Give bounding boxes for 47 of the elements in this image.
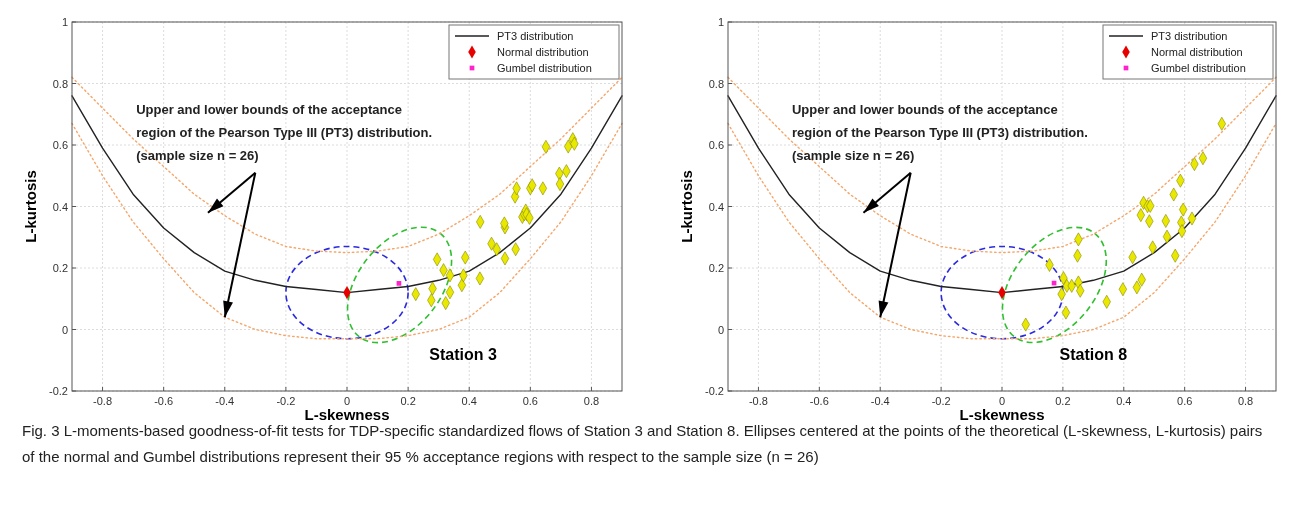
x-tick-label: -0.8: [748, 395, 768, 407]
x-tick-label: -0.6: [809, 395, 829, 407]
x-tick-label: 0.6: [522, 395, 538, 407]
x-tick-label: 0.8: [583, 395, 600, 407]
x-tick-label: -0.2: [931, 395, 951, 407]
annotation: Station 3: [429, 346, 497, 364]
x-tick-label: 0.2: [400, 395, 416, 407]
x-tick-label: 0: [998, 395, 1006, 407]
y-tick-label: 0.4: [708, 200, 724, 213]
y-tick-label: -0.2: [705, 385, 724, 397]
annotation: Station 8: [1059, 346, 1128, 364]
x-tick-label: 0.4: [1116, 395, 1132, 407]
annotation: Upper and lower bounds of the acceptance region of the Pearson Type III (PT3) distribution. (sample size n = 26): [136, 102, 433, 164]
x-axis-title: L-skewness: [959, 406, 1045, 423]
y-tick-label: 0.8: [708, 77, 724, 90]
annotation: Upper and lower bounds of the acceptance region of the Pearson Type III (PT3) distribution. (sample size n = 26): [791, 102, 1088, 164]
x-tick-label: -0.4: [215, 395, 235, 407]
y-axis-title: L-kurtosis: [22, 170, 39, 243]
y-tick-label: 0: [61, 323, 68, 336]
legend-label: Normal distribution: [497, 46, 589, 58]
x-tick-label: 0.8: [1237, 395, 1254, 407]
x-tick-label: 0.2: [1055, 395, 1071, 407]
legend-label: Gumbel distribution: [497, 62, 592, 74]
x-tick-label: -0.4: [870, 395, 890, 407]
x-tick-label: -0.8: [93, 395, 113, 407]
x-axis-title: L-skewness: [304, 406, 390, 423]
caption: Fig. 3 L-moments-based goodness-of-fit tests for TDP-specific standardized flows of Station 3 and Station 8. Ellipses centered at the points of the theoretical (L-skewness, L-kurtosis) pairs of the normal and Gumbel distributions represent their 95 % acceptance regions with respect to the sample size (n = 26): [22, 422, 1263, 465]
y-tick-label: 0.2: [708, 262, 724, 274]
y-tick-label: 0.6: [52, 139, 68, 151]
y-tick-label: 0.8: [52, 77, 68, 90]
y-tick-label: 0.6: [708, 139, 724, 151]
legend-label: PT3 distribution: [497, 30, 574, 42]
x-tick-label: 0: [343, 395, 351, 407]
legend-label: PT3 distribution: [1151, 30, 1228, 42]
x-tick-label: 0.4: [461, 395, 477, 407]
x-tick-label: -0.2: [276, 395, 296, 407]
legend-label: Gumbel distribution: [1151, 62, 1246, 74]
y-tick-label: 1: [61, 16, 68, 28]
legend-label: Normal distribution: [1151, 46, 1243, 58]
y-tick-label: 0.2: [52, 262, 68, 274]
y-axis-title: L-kurtosis: [678, 170, 695, 243]
x-tick-label: 0.6: [1177, 395, 1193, 407]
y-tick-label: 0: [717, 323, 724, 336]
x-tick-label: -0.6: [154, 395, 174, 407]
y-tick-label: 1: [717, 16, 724, 28]
y-tick-label: 0.4: [52, 200, 68, 213]
y-tick-label: -0.2: [49, 385, 68, 397]
